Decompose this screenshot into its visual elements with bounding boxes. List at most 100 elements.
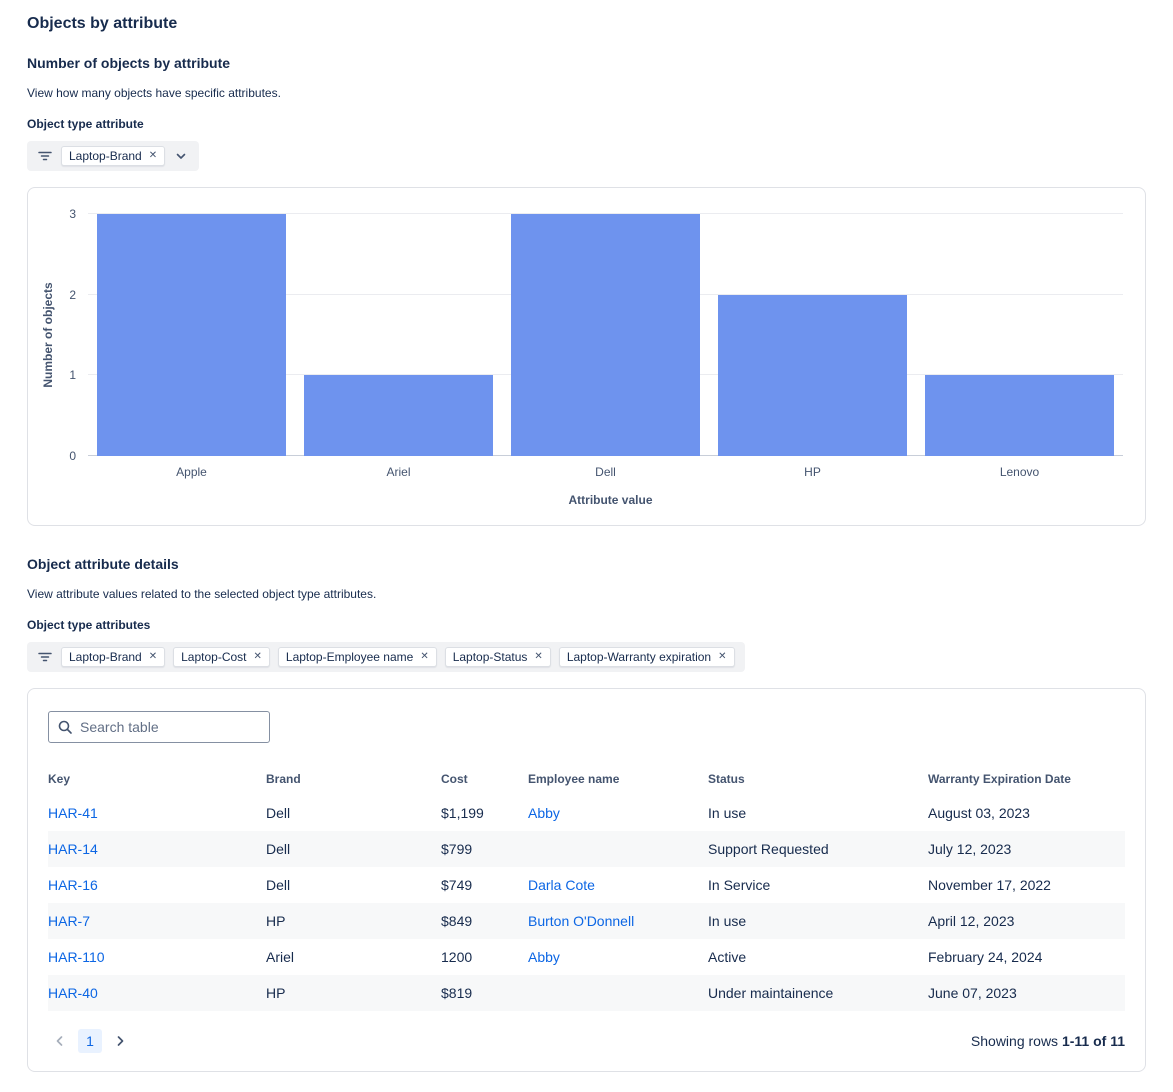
rows-summary-prefix: Showing rows bbox=[970, 1033, 1059, 1049]
filter-chip[interactable]: Laptop-Brand ✕ bbox=[61, 146, 166, 166]
filter-chip-label: Laptop-Brand bbox=[69, 650, 142, 664]
table-row: HAR-41 Dell $1,199 Abby In use August 03, 202… bbox=[48, 795, 1125, 831]
column-header-warranty-expiration-date[interactable]: Warranty Expiration Date bbox=[928, 772, 1071, 786]
filter-chip-label: Laptop-Warranty expiration bbox=[566, 650, 712, 664]
status-cell: Active bbox=[708, 949, 747, 965]
object-type-attribute-filter[interactable]: Laptop-Brand ✕ bbox=[27, 141, 200, 171]
search-icon bbox=[57, 719, 73, 735]
details-section-description: View attribute values related to the sel… bbox=[27, 587, 377, 601]
chevron-down-icon[interactable] bbox=[173, 148, 189, 164]
attribute-details-table-card: Key Brand Cost Employee name Status Warranty … bbox=[27, 688, 1146, 1072]
bar-lenovo[interactable] bbox=[925, 375, 1114, 456]
filter-chip[interactable]: Laptop-Status ✕ bbox=[444, 647, 551, 667]
bar-slot bbox=[916, 214, 1123, 456]
filter-chip[interactable]: Laptop-Cost ✕ bbox=[173, 647, 270, 667]
chart-section-heading: Number of objects by attribute bbox=[27, 55, 231, 71]
chart-filter-chips: Laptop-Brand ✕ bbox=[61, 146, 166, 166]
next-page-button[interactable] bbox=[108, 1029, 132, 1053]
chip-remove-icon[interactable]: ✕ bbox=[148, 150, 158, 161]
key-link[interactable]: HAR-14 bbox=[48, 841, 98, 857]
x-tick-label: Dell bbox=[595, 465, 616, 479]
cost-cell: $749 bbox=[441, 877, 473, 893]
filter-chip[interactable]: Laptop-Brand ✕ bbox=[61, 647, 166, 667]
x-tick-label: HP bbox=[804, 465, 821, 479]
bar-ariel[interactable] bbox=[304, 375, 493, 456]
rows-summary: Showing rows 1-11 of 11 bbox=[971, 1033, 1125, 1049]
y-tick-label: 1 bbox=[69, 368, 76, 383]
key-link[interactable]: HAR-41 bbox=[48, 805, 98, 821]
rows-summary-range: 1-11 of 11 bbox=[1061, 1033, 1125, 1049]
details-filter-chips: Laptop-Brand ✕ Laptop-Cost ✕ Laptop-Employee… bbox=[61, 647, 735, 667]
x-tick-label: Lenovo bbox=[999, 465, 1040, 479]
warranty-cell: August 03, 2023 bbox=[928, 805, 1030, 821]
page-number-button[interactable]: 1 bbox=[78, 1029, 102, 1053]
brand-cell: Ariel bbox=[266, 949, 295, 965]
key-link[interactable]: HAR-16 bbox=[48, 877, 98, 893]
employee-link[interactable]: Abby bbox=[528, 805, 560, 821]
pagination: 1 Showing rows 1-11 of 11 bbox=[48, 1029, 1125, 1053]
table-row: HAR-14 Dell $799 Support Requested July 12, … bbox=[48, 831, 1125, 867]
cost-cell: 1200 bbox=[441, 949, 473, 965]
key-link[interactable]: HAR-110 bbox=[48, 949, 105, 965]
status-cell: Under maintainence bbox=[708, 985, 834, 1001]
details-section-heading: Object attribute details bbox=[27, 556, 179, 572]
bar-apple[interactable] bbox=[97, 214, 286, 456]
chart-x-labels: Apple Ariel Dell HP Lenovo bbox=[88, 465, 1123, 479]
cost-cell: $849 bbox=[441, 913, 473, 929]
employee-link[interactable]: Abby bbox=[528, 949, 560, 965]
object-type-attributes-filter[interactable]: Laptop-Brand ✕ Laptop-Cost ✕ Laptop-Employee… bbox=[27, 642, 745, 672]
filter-chip-label: Laptop-Brand bbox=[69, 149, 142, 163]
brand-cell: HP bbox=[266, 913, 286, 929]
filter-icon bbox=[37, 649, 53, 665]
bar-slot bbox=[88, 214, 295, 456]
chip-remove-icon[interactable]: ✕ bbox=[253, 651, 262, 662]
warranty-cell: June 07, 2023 bbox=[928, 985, 1017, 1001]
status-cell: In use bbox=[708, 805, 747, 821]
column-header-key[interactable]: Key bbox=[48, 772, 71, 786]
employee-link[interactable]: Darla Cote bbox=[528, 877, 595, 893]
filter-chip[interactable]: Laptop-Warranty expiration ✕ bbox=[558, 647, 735, 667]
table-body: HAR-41 Dell $1,199 Abby In use August 03, 202… bbox=[48, 795, 1125, 1011]
chart-bars bbox=[88, 214, 1123, 456]
table-row: HAR-110 Ariel 1200 Abby Active February 24, 2… bbox=[48, 939, 1125, 975]
status-cell: Support Requested bbox=[708, 841, 829, 857]
bar-slot bbox=[709, 214, 916, 456]
column-header-status[interactable]: Status bbox=[708, 772, 745, 786]
column-header-cost[interactable]: Cost bbox=[441, 772, 468, 786]
table-row: HAR-40 HP $819 Under maintainence June 07, 2… bbox=[48, 975, 1125, 1011]
bar-slot bbox=[502, 214, 709, 456]
table-search[interactable] bbox=[48, 711, 270, 743]
column-header-employee-name[interactable]: Employee name bbox=[528, 772, 620, 786]
bar-chart-card: Number of objects 0 1 2 3 Apple Ariel Dell HP L… bbox=[27, 187, 1146, 526]
key-link[interactable]: HAR-40 bbox=[48, 985, 98, 1001]
search-input[interactable] bbox=[80, 719, 261, 735]
chip-remove-icon[interactable]: ✕ bbox=[718, 651, 727, 662]
column-header-brand[interactable]: Brand bbox=[266, 772, 301, 786]
table-header-row: Key Brand Cost Employee name Status Warranty … bbox=[48, 763, 1125, 795]
chip-remove-icon[interactable]: ✕ bbox=[148, 651, 158, 662]
chip-remove-icon[interactable]: ✕ bbox=[534, 651, 543, 662]
cost-cell: $1,199 bbox=[441, 805, 484, 821]
chip-remove-icon[interactable]: ✕ bbox=[420, 651, 429, 662]
page-title: Objects by attribute bbox=[27, 15, 178, 32]
warranty-cell: July 12, 2023 bbox=[928, 841, 1012, 857]
cost-cell: $819 bbox=[441, 985, 473, 1001]
brand-cell: Dell bbox=[266, 841, 291, 857]
y-tick-label: 0 bbox=[69, 449, 76, 463]
employee-link[interactable]: Burton O'Donnell bbox=[528, 913, 635, 929]
warranty-cell: April 12, 2023 bbox=[928, 913, 1015, 929]
brand-cell: Dell bbox=[266, 805, 291, 821]
table-row: HAR-7 HP $849 Burton O'Donnell In use April 1… bbox=[48, 903, 1125, 939]
bar-dell[interactable] bbox=[511, 214, 700, 456]
filter-chip[interactable]: Laptop-Employee name ✕ bbox=[277, 647, 437, 667]
key-link[interactable]: HAR-7 bbox=[48, 913, 91, 929]
y-axis-title: Number of objects bbox=[41, 282, 55, 388]
attribute-details-table: Key Brand Cost Employee name Status Warranty … bbox=[48, 763, 1125, 1011]
y-tick-label: 3 bbox=[69, 207, 76, 221]
previous-page-button[interactable] bbox=[48, 1029, 72, 1053]
x-tick-label: Apple bbox=[176, 465, 207, 479]
details-filter-label: Object type attributes bbox=[27, 618, 151, 632]
brand-cell: Dell bbox=[266, 877, 291, 893]
bar-hp[interactable] bbox=[718, 294, 907, 456]
warranty-cell: November 17, 2022 bbox=[928, 877, 1051, 893]
